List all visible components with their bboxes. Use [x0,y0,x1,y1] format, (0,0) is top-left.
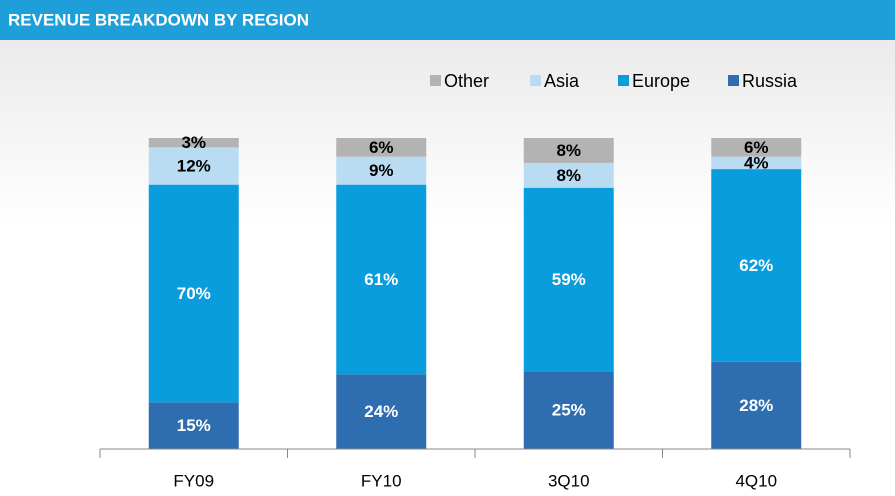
legend-swatch [530,75,541,86]
bar-segment [336,374,427,449]
data-label: 15% [177,416,211,435]
x-tick-label: 4Q10 [735,471,777,490]
x-tick-label: FY09 [173,471,214,490]
bar-segment [336,138,427,157]
bar-segment [523,138,614,163]
bar-segment [148,147,239,185]
data-label: 3% [181,133,206,152]
bar-segment [711,361,802,449]
bar-segment [711,169,802,362]
bar-segment [148,402,239,449]
legend-swatch [728,75,739,86]
bar-segment [523,187,614,372]
data-label: 6% [744,138,769,157]
bar-segment [523,371,614,449]
x-tick-label: FY10 [361,471,402,490]
data-label: 12% [177,156,211,175]
bar-segment [148,138,239,148]
bar-segment [336,184,427,375]
data-label: 8% [556,141,581,160]
data-label: 62% [739,256,773,275]
data-label: 8% [556,166,581,185]
bar-segment [711,138,802,157]
legend-swatch [618,75,629,86]
data-label: 9% [369,161,394,180]
bar-segment [336,156,427,185]
data-label: 4% [744,153,769,172]
data-label: 24% [364,402,398,421]
bar-segment [148,184,239,403]
legend-label: Asia [544,71,580,91]
data-label: 61% [364,270,398,289]
bar-segment [711,156,802,170]
data-label: 28% [739,396,773,415]
legend-label: Russia [742,71,798,91]
data-label: 59% [552,270,586,289]
header-bar [0,0,895,40]
data-label: 25% [552,401,586,420]
legend-swatch [430,75,441,86]
data-label: 6% [369,138,394,157]
legend-label: Europe [632,71,690,91]
bar-segment [523,162,614,188]
legend-label: Other [444,71,489,91]
data-label: 70% [177,284,211,303]
x-tick-label: 3Q10 [548,471,590,490]
chart-title: REVENUE BREAKDOWN BY REGION [8,10,309,29]
